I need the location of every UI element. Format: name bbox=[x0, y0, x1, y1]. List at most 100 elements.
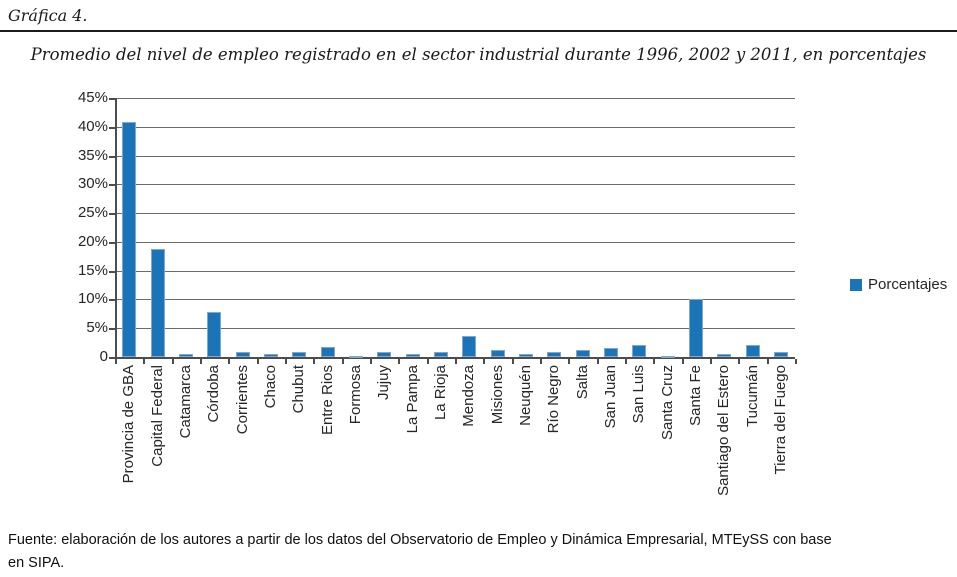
x-axis-tick-label: Entre Rios bbox=[319, 365, 336, 436]
source-note-line2: en SIPA. bbox=[8, 555, 65, 571]
y-axis-tick-mark bbox=[109, 328, 115, 330]
x-axis-tick-mark bbox=[540, 359, 542, 364]
x-axis-tick-mark bbox=[738, 359, 740, 364]
bar bbox=[207, 312, 221, 357]
y-axis-tick-mark bbox=[109, 184, 115, 186]
x-axis-tick-mark bbox=[682, 359, 684, 364]
y-axis-tick-label: 35% bbox=[77, 147, 108, 164]
bar bbox=[292, 352, 306, 357]
y-axis-tick-mark bbox=[109, 156, 115, 158]
y-axis-tick-label: 20% bbox=[77, 233, 108, 250]
x-axis-tick-mark bbox=[342, 359, 344, 364]
x-axis-tick-label: Santa Cruz bbox=[659, 365, 676, 441]
y-axis-tick-mark bbox=[109, 98, 115, 100]
x-axis-tick-mark bbox=[767, 359, 769, 364]
y-axis-tick-label: 15% bbox=[77, 262, 108, 279]
bar bbox=[689, 299, 703, 357]
x-axis-tick-label: Formosa bbox=[347, 365, 364, 425]
gridline bbox=[116, 328, 795, 329]
x-axis-tick-label: Misiones bbox=[489, 365, 506, 425]
bar bbox=[179, 354, 193, 357]
x-axis-tick-label: La Rioja bbox=[432, 365, 449, 421]
bar bbox=[151, 249, 165, 357]
x-axis-tick-mark bbox=[568, 359, 570, 364]
x-axis-tick-mark bbox=[172, 359, 174, 364]
y-axis-tick-mark bbox=[109, 213, 115, 215]
bar bbox=[604, 348, 618, 357]
gridline bbox=[116, 299, 795, 300]
y-axis-tick-mark bbox=[109, 271, 115, 273]
gridline bbox=[116, 271, 795, 272]
x-axis-tick-mark bbox=[653, 359, 655, 364]
x-axis-tick-mark bbox=[200, 359, 202, 364]
chart-legend: Porcentajes bbox=[850, 276, 947, 293]
legend-swatch-icon bbox=[850, 278, 862, 291]
bar bbox=[661, 356, 675, 358]
y-axis-tick-label: 40% bbox=[77, 118, 108, 135]
x-axis-line bbox=[115, 357, 795, 359]
bar bbox=[236, 352, 250, 357]
bar bbox=[321, 347, 335, 357]
source-note-line1: Fuente: elaboración de los autores a par… bbox=[8, 532, 832, 548]
bar bbox=[377, 352, 391, 357]
source-note: Fuente: elaboración de los autores a par… bbox=[8, 529, 953, 575]
x-axis-tick-label: Salta bbox=[574, 365, 591, 400]
x-axis-tick-mark bbox=[398, 359, 400, 364]
y-axis-line bbox=[115, 98, 117, 359]
x-axis-tick-mark bbox=[710, 359, 712, 364]
y-axis-tick-label: 45% bbox=[77, 89, 108, 106]
x-axis-tick-label: San Juan bbox=[602, 365, 619, 429]
x-axis-tick-label: La Pampa bbox=[404, 365, 421, 434]
legend-label: Porcentajes bbox=[868, 276, 948, 293]
figure-label: Gráfica 4. bbox=[8, 6, 88, 25]
x-axis-tick-label: Santa Fe bbox=[687, 365, 704, 426]
bar bbox=[122, 122, 136, 357]
x-axis-tick-label: Santiago del Estero bbox=[715, 365, 732, 496]
x-axis-tick-mark bbox=[625, 359, 627, 364]
x-axis-tick-mark bbox=[257, 359, 259, 364]
x-axis-tick-mark bbox=[313, 359, 315, 364]
x-axis-tick-mark bbox=[143, 359, 145, 364]
chart-title: Promedio del nivel de empleo registrado … bbox=[30, 45, 927, 64]
bar bbox=[774, 352, 788, 357]
y-axis-tick-label: 30% bbox=[77, 175, 108, 192]
x-axis-tick-mark bbox=[285, 359, 287, 364]
bar bbox=[717, 354, 731, 357]
x-axis-tick-mark bbox=[455, 359, 457, 364]
bar bbox=[746, 345, 760, 357]
y-axis-tick-mark bbox=[109, 357, 115, 359]
bar bbox=[264, 354, 278, 357]
x-axis-tick-label: San Luis bbox=[630, 365, 647, 424]
x-axis-tick-label: Catamarca bbox=[177, 365, 194, 439]
gridline bbox=[116, 98, 795, 99]
y-axis-tick-mark bbox=[109, 242, 115, 244]
x-axis-tick-label: Corrientes bbox=[234, 365, 251, 435]
bar bbox=[519, 354, 533, 357]
x-axis-tick-label: Neuquén bbox=[517, 365, 534, 426]
x-axis-tick-mark bbox=[597, 359, 599, 364]
bar bbox=[434, 352, 448, 357]
x-axis-tick-mark bbox=[228, 359, 230, 364]
x-axis-tick-label: Mendoza bbox=[460, 365, 477, 427]
gridline bbox=[116, 184, 795, 185]
x-axis-tick-label: Córdoba bbox=[205, 365, 222, 423]
x-axis-tick-label: Chaco bbox=[262, 365, 279, 409]
y-axis-tick-label: 5% bbox=[86, 319, 108, 336]
x-axis-tick-mark bbox=[795, 359, 797, 364]
gridline bbox=[116, 156, 795, 157]
x-axis-tick-label: Jujuy bbox=[375, 365, 392, 401]
gridline bbox=[116, 213, 795, 214]
y-axis-tick-mark bbox=[109, 299, 115, 301]
y-axis-tick-label: 25% bbox=[77, 204, 108, 221]
x-axis-tick-mark bbox=[483, 359, 485, 364]
x-axis-tick-label: Tucumán bbox=[744, 365, 761, 427]
x-axis-tick-label: Capital Federal bbox=[149, 365, 166, 467]
bar bbox=[462, 336, 476, 357]
x-axis-tick-mark bbox=[427, 359, 429, 364]
y-axis-tick-label: 0 bbox=[99, 348, 108, 365]
x-axis-tick-label: Río Negro bbox=[545, 365, 562, 434]
bar bbox=[406, 354, 420, 357]
x-axis-tick-label: Tierra del Fuego bbox=[772, 365, 789, 475]
bar bbox=[632, 345, 646, 357]
bar bbox=[576, 350, 590, 357]
